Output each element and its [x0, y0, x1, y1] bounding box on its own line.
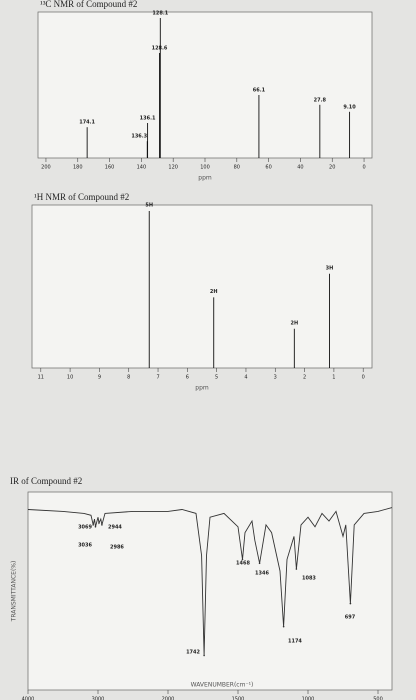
- peak-label: 1346: [255, 571, 269, 577]
- plot-frame: [37, 11, 373, 159]
- peak-point: [101, 524, 103, 526]
- x-tick-label: 1000: [302, 697, 315, 700]
- peak-label: 128.6: [152, 46, 168, 52]
- peak-label: 2986: [110, 545, 124, 551]
- peak-label: 1174: [288, 639, 302, 645]
- x-tick-label: 200: [41, 165, 51, 171]
- y-axis-label: TRANSMITTANCE(%): [11, 561, 18, 623]
- x-tick-label: 10: [67, 375, 73, 381]
- peak-point: [203, 654, 205, 657]
- chart-title: ¹H NMR of Compound #2: [34, 192, 129, 202]
- peak-label: 1742: [186, 650, 200, 656]
- x-tick-label: 0: [362, 165, 365, 171]
- chart-title: ¹³C NMR of Compound #2: [40, 0, 137, 9]
- peak-label: 1468: [236, 561, 250, 567]
- peak-label: 27.8: [314, 97, 327, 103]
- peak-label: 1083: [302, 576, 316, 582]
- x-tick-label: 5: [215, 375, 218, 381]
- x-tick-label: 20: [329, 165, 335, 171]
- peak-point: [92, 524, 94, 526]
- x-tick-label: 500: [373, 697, 383, 700]
- x-tick-label: 8: [127, 375, 130, 381]
- peak-label: 174.1: [79, 120, 95, 126]
- plot-frame: [31, 204, 373, 369]
- x-tick-label: 11: [38, 375, 44, 381]
- peak-point: [241, 558, 244, 561]
- x-axis-label: ppm: [195, 385, 209, 392]
- integration-label: 2H: [290, 320, 298, 326]
- peak-label: 3069: [78, 525, 92, 531]
- peak-label: 9.10: [343, 104, 356, 110]
- integration-label: 5H: [145, 203, 153, 209]
- x-tick-label: 1500: [232, 697, 245, 700]
- x-tick-label: 3: [274, 375, 277, 381]
- peak-point: [282, 625, 285, 628]
- peak-label: 2944: [108, 525, 122, 531]
- x-axis-label: ppm: [198, 175, 212, 182]
- peak-label: 66.1: [253, 88, 266, 94]
- peak-point: [98, 522, 100, 524]
- x-tick-label: 100: [200, 165, 210, 171]
- x-tick-label: 120: [168, 165, 178, 171]
- integration-label: 3H: [326, 265, 334, 271]
- peak-label: 3036: [78, 543, 92, 549]
- x-tick-label: 2: [303, 375, 306, 381]
- x-tick-label: 140: [137, 165, 147, 171]
- x-tick-label: 180: [73, 165, 83, 171]
- peak-label: 136.3: [131, 134, 147, 140]
- x-tick-label: 1: [332, 375, 335, 381]
- x-tick-label: 60: [265, 165, 271, 171]
- peak-point: [349, 602, 352, 605]
- x-tick-label: 40: [297, 165, 303, 171]
- x-tick-label: 4: [244, 375, 247, 381]
- x-tick-label: 6: [186, 375, 189, 381]
- peak-label: 128.1: [152, 11, 168, 17]
- x-tick-label: 80: [234, 165, 240, 171]
- x-tick-label: 7: [156, 375, 159, 381]
- x-tick-label: 9: [98, 375, 101, 381]
- peak-label: 136.1: [140, 116, 156, 122]
- chart-title: IR of Compound #2: [10, 476, 82, 486]
- x-tick-label: 4000: [22, 697, 35, 700]
- x-tick-label: 3000: [92, 697, 105, 700]
- spectrum-line: [27, 507, 393, 656]
- peak-point: [258, 562, 261, 565]
- peak-point: [295, 568, 298, 570]
- peak-label: 697: [345, 615, 356, 621]
- integration-label: 2H: [210, 289, 218, 295]
- peak-point: [94, 526, 97, 528]
- x-tick-label: 160: [105, 165, 115, 171]
- x-tick-label: 2000: [162, 697, 175, 700]
- x-tick-label: 0: [362, 375, 365, 381]
- x-axis-label: WAVENUMBER(cm⁻¹): [191, 682, 254, 689]
- plot-frame: [27, 491, 393, 691]
